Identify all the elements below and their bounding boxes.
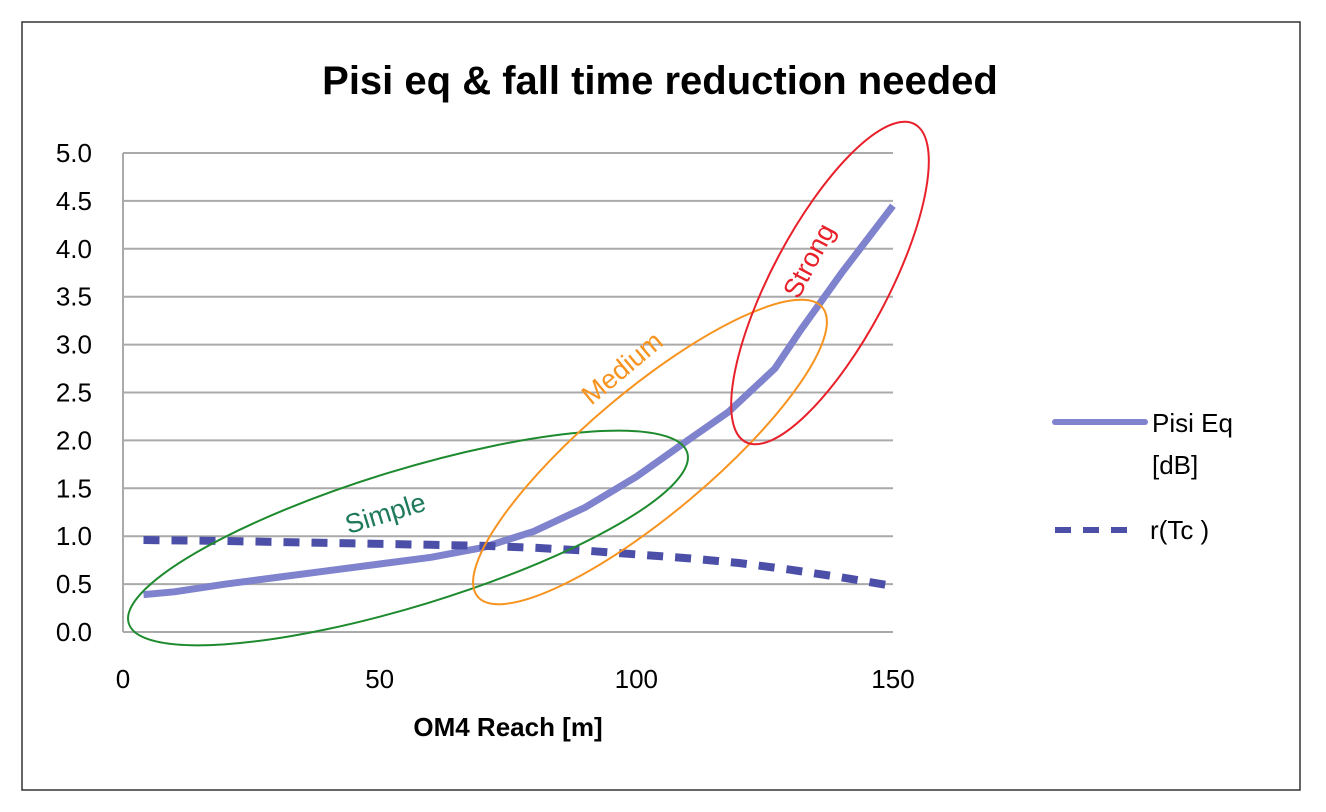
annotation-ellipse-simple (127, 429, 689, 647)
y-tick-label: 3.0 (56, 330, 92, 360)
y-tick-label: 0.5 (56, 569, 92, 599)
y-tick-label: 4.0 (56, 234, 92, 264)
series-group (143, 203, 896, 599)
y-tick-label: 5.0 (56, 138, 92, 168)
y-tick-label: 0.0 (56, 617, 92, 647)
legend: Pisi Eq [dB] r(Tc ) (1052, 408, 1233, 545)
y-tick-label: 2.0 (56, 425, 92, 455)
annotation-ellipse-strong (730, 120, 930, 446)
x-tick-label: 150 (871, 664, 914, 694)
y-tick-label: 1.5 (56, 473, 92, 503)
x-tick-labels: 0 50 100 150 (116, 664, 915, 694)
legend-label-r-tc: r(Tc ) (1150, 515, 1209, 545)
chart-title: Pisi eq & fall time reduction needed (322, 59, 998, 103)
x-tick-label: 50 (365, 664, 394, 694)
x-tick-label: 0 (116, 664, 130, 694)
y-tick-label: 3.5 (56, 282, 92, 312)
legend-label-pisi-eq-line1: Pisi Eq (1152, 408, 1233, 438)
y-tick-label: 4.5 (56, 186, 92, 216)
y-tick-labels: 0.0 0.5 1.0 1.5 2.0 2.5 3.0 3.5 4.0 4.5 5.0 (56, 138, 92, 647)
x-axis-label: OM4 Reach [m] (413, 712, 602, 742)
legend-label-pisi-eq-line2: [dB] (1152, 450, 1198, 480)
y-tick-label: 1.0 (56, 521, 92, 551)
y-tick-label: 2.5 (56, 378, 92, 408)
chart-border (21, 21, 1301, 791)
x-tick-label: 100 (615, 664, 658, 694)
annotation-ellipse-medium (472, 298, 828, 606)
